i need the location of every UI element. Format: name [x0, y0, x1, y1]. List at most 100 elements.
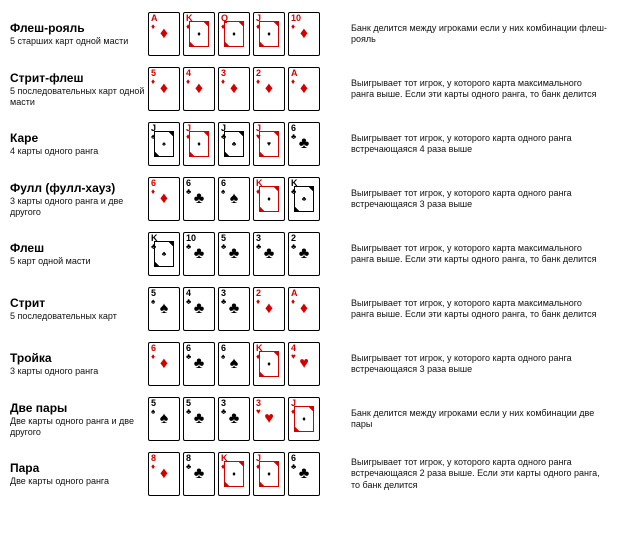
hand-subtitle: 5 карт одной масти — [10, 256, 148, 267]
playing-card: J♥♥ — [253, 122, 285, 166]
card-suit-icon: ♣ — [221, 243, 226, 251]
card-suit-icon: ♣ — [256, 243, 261, 251]
card-suit-center-icon: ♦ — [160, 26, 168, 42]
card-suit-center-icon: ♥ — [299, 356, 309, 372]
card-suit-icon: ♣ — [291, 133, 296, 141]
playing-card: 5♠♠ — [148, 287, 180, 331]
hand-description: Выигрывает тот игрок, у которого карта о… — [333, 133, 607, 156]
playing-card: 6♦♦ — [148, 177, 180, 221]
hand-row: Фулл (фулл-хауз)3 карты одного ранга и д… — [10, 177, 607, 221]
card-suit-center-icon: ♦ — [300, 81, 308, 97]
card-face-icon: ♠ — [154, 131, 174, 157]
hand-labels: Каре4 карты одного ранга — [10, 131, 148, 157]
hand-cards: 5♦♦4♦♦3♦♦2♦♦A♦♦ — [148, 67, 333, 111]
card-suit-icon: ♠ — [221, 353, 225, 361]
card-suit-icon: ♦ — [151, 353, 155, 361]
card-suit-icon: ♦ — [291, 298, 295, 306]
card-suit-center-icon: ♣ — [299, 466, 310, 482]
card-face-icon: ♦ — [224, 461, 244, 487]
card-suit-icon: ♦ — [186, 78, 190, 86]
card-suit-icon: ♣ — [186, 243, 191, 251]
playing-card: K♦♦ — [183, 12, 215, 56]
card-face-icon: ♦ — [259, 21, 279, 47]
playing-card: J♦♦ — [253, 452, 285, 496]
hand-title: Тройка — [10, 351, 148, 365]
playing-card: 4♥♥ — [288, 342, 320, 386]
playing-card: 3♥♥ — [253, 397, 285, 441]
hand-description: Банк делится между игроками если у них к… — [333, 408, 607, 431]
hand-title: Пара — [10, 461, 148, 475]
playing-card: 6♣♣ — [288, 452, 320, 496]
playing-card: 6♣♣ — [183, 177, 215, 221]
card-face-icon: ♦ — [224, 21, 244, 47]
playing-card: 5♠♠ — [148, 397, 180, 441]
card-suit-center-icon: ♣ — [194, 301, 205, 317]
card-face-icon: ♦ — [189, 21, 209, 47]
playing-card: 6♠♠ — [218, 342, 250, 386]
playing-card: A♦♦ — [148, 12, 180, 56]
hand-title: Каре — [10, 131, 148, 145]
card-suit-center-icon: ♦ — [300, 301, 308, 317]
hand-description: Выигрывает тот игрок, у которого карта о… — [333, 188, 607, 211]
hand-cards: K♣♣10♣♣5♣♣3♣♣2♣♣ — [148, 232, 333, 276]
hand-labels: Стрит-флеш5 последовательных карт одной … — [10, 71, 148, 108]
hand-cards: 5♠♠5♣♣3♣♣3♥♥J♦♦ — [148, 397, 333, 441]
playing-card: A♦♦ — [288, 287, 320, 331]
card-suit-icon: ♦ — [151, 188, 155, 196]
card-suit-center-icon: ♦ — [195, 81, 203, 97]
playing-card: 10♣♣ — [183, 232, 215, 276]
playing-card: 6♦♦ — [148, 342, 180, 386]
card-suit-center-icon: ♣ — [194, 246, 205, 262]
hand-cards: J♠♠J♦♦J♣♣J♥♥6♣♣ — [148, 122, 333, 166]
card-suit-icon: ♦ — [151, 23, 155, 31]
hand-title: Фулл (фулл-хауз) — [10, 181, 148, 195]
card-face-icon: ♦ — [294, 406, 314, 432]
playing-card: K♦♦ — [253, 342, 285, 386]
playing-card: 8♣♣ — [183, 452, 215, 496]
playing-card: 5♦♦ — [148, 67, 180, 111]
card-suit-icon: ♣ — [186, 298, 191, 306]
hand-title: Флеш-рояль — [10, 21, 148, 35]
card-suit-center-icon: ♦ — [265, 301, 273, 317]
hand-title: Стрит — [10, 296, 148, 310]
hand-row: Каре4 карты одного рангаJ♠♠J♦♦J♣♣J♥♥6♣♣В… — [10, 122, 607, 166]
hand-labels: Стрит5 последовательных карт — [10, 296, 148, 322]
card-suit-center-icon: ♠ — [160, 411, 169, 427]
hand-row: Стрит-флеш5 последовательных карт одной … — [10, 67, 607, 111]
hand-title: Стрит-флеш — [10, 71, 148, 85]
card-suit-center-icon: ♠ — [160, 301, 169, 317]
playing-card: K♦♦ — [253, 177, 285, 221]
card-face-icon: ♦ — [259, 186, 279, 212]
card-suit-icon: ♣ — [221, 408, 226, 416]
card-suit-center-icon: ♦ — [160, 81, 168, 97]
hand-labels: ПараДве карты одного ранга — [10, 461, 148, 487]
hand-cards: A♦♦K♦♦Q♦♦J♦♦10♦♦ — [148, 12, 333, 56]
playing-card: 3♣♣ — [218, 397, 250, 441]
card-suit-icon: ♣ — [186, 353, 191, 361]
hand-description: Банк делится между игроками если у них к… — [333, 23, 607, 46]
hand-row: Тройка3 карты одного ранга6♦♦6♣♣6♠♠K♦♦4♥… — [10, 342, 607, 386]
hand-labels: Тройка3 карты одного ранга — [10, 351, 148, 377]
playing-card: A♦♦ — [288, 67, 320, 111]
card-suit-icon: ♠ — [151, 408, 155, 416]
hand-subtitle: 3 карты одного ранга — [10, 366, 148, 377]
hand-subtitle: Две карты одного ранга — [10, 476, 148, 487]
playing-card: 3♣♣ — [218, 287, 250, 331]
playing-card: 5♣♣ — [183, 397, 215, 441]
hand-description: Выигрывает тот игрок, у которого карта о… — [333, 457, 607, 491]
card-suit-icon: ♦ — [291, 23, 295, 31]
playing-card: 5♣♣ — [218, 232, 250, 276]
card-suit-center-icon: ♦ — [160, 466, 168, 482]
hand-subtitle: 5 старших карт одной масти — [10, 36, 148, 47]
card-suit-center-icon: ♣ — [194, 466, 205, 482]
hand-labels: Фулл (фулл-хауз)3 карты одного ранга и д… — [10, 181, 148, 218]
playing-card: K♦♦ — [218, 452, 250, 496]
card-face-icon: ♣ — [154, 241, 174, 267]
hand-title: Две пары — [10, 401, 148, 415]
card-suit-center-icon: ♦ — [300, 26, 308, 42]
hand-subtitle: 5 последовательных карт одной масти — [10, 86, 148, 108]
hand-row: Стрит5 последовательных карт5♠♠4♣♣3♣♣2♦♦… — [10, 287, 607, 331]
playing-card: 3♦♦ — [218, 67, 250, 111]
playing-card: 3♣♣ — [253, 232, 285, 276]
card-suit-center-icon: ♣ — [194, 191, 205, 207]
